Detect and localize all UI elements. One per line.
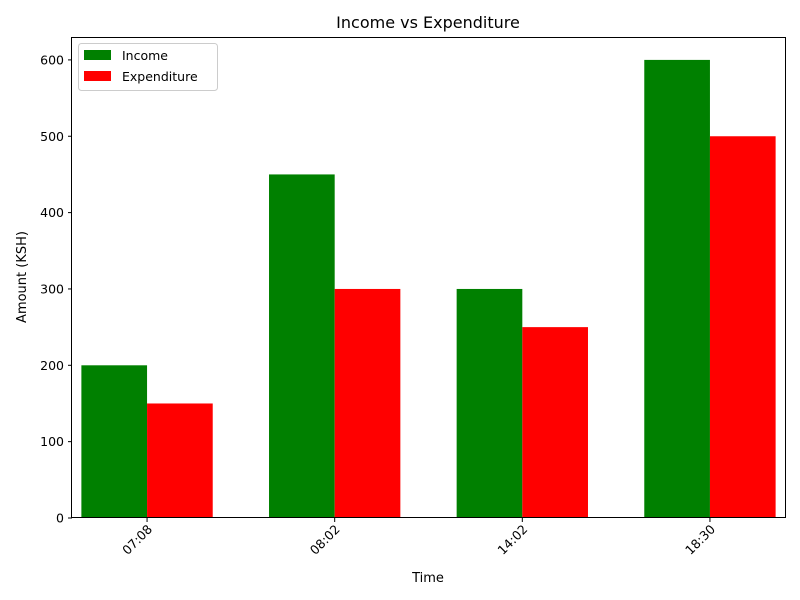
y-tick-label: 300 xyxy=(40,281,64,296)
y-tick-label: 400 xyxy=(40,205,64,220)
legend-label-income: Income xyxy=(122,48,168,63)
y-axis-label: Amount (KSH) xyxy=(15,231,30,323)
x-axis-label: Time xyxy=(411,571,444,586)
bar-expenditure-0 xyxy=(147,403,213,518)
legend: Income Expenditure xyxy=(78,43,218,91)
bar-income-0 xyxy=(81,365,148,518)
legend-swatch-income xyxy=(84,50,111,60)
bar-expenditure-1 xyxy=(334,288,401,518)
bar-income-2 xyxy=(456,288,523,518)
y-tick-label: 0 xyxy=(56,511,64,526)
legend-label-expenditure: Expenditure xyxy=(122,69,198,84)
bar-income-3 xyxy=(644,59,710,519)
legend-box xyxy=(78,43,218,91)
bar-expenditure-3 xyxy=(709,136,776,518)
bars-group xyxy=(81,59,776,519)
y-tick-label: 100 xyxy=(40,434,64,449)
y-tick-label: 200 xyxy=(40,358,64,373)
plot-frame xyxy=(71,37,786,518)
chart-title: Income vs Expenditure xyxy=(336,13,520,32)
y-tick-label: 600 xyxy=(40,52,64,67)
y-tick-label: 500 xyxy=(40,129,64,144)
bar-income-1 xyxy=(269,174,335,518)
legend-swatch-expenditure xyxy=(84,71,111,81)
y-axis: 0 100 200 300 400 500 600 xyxy=(40,52,72,526)
bar-expenditure-2 xyxy=(522,327,588,518)
